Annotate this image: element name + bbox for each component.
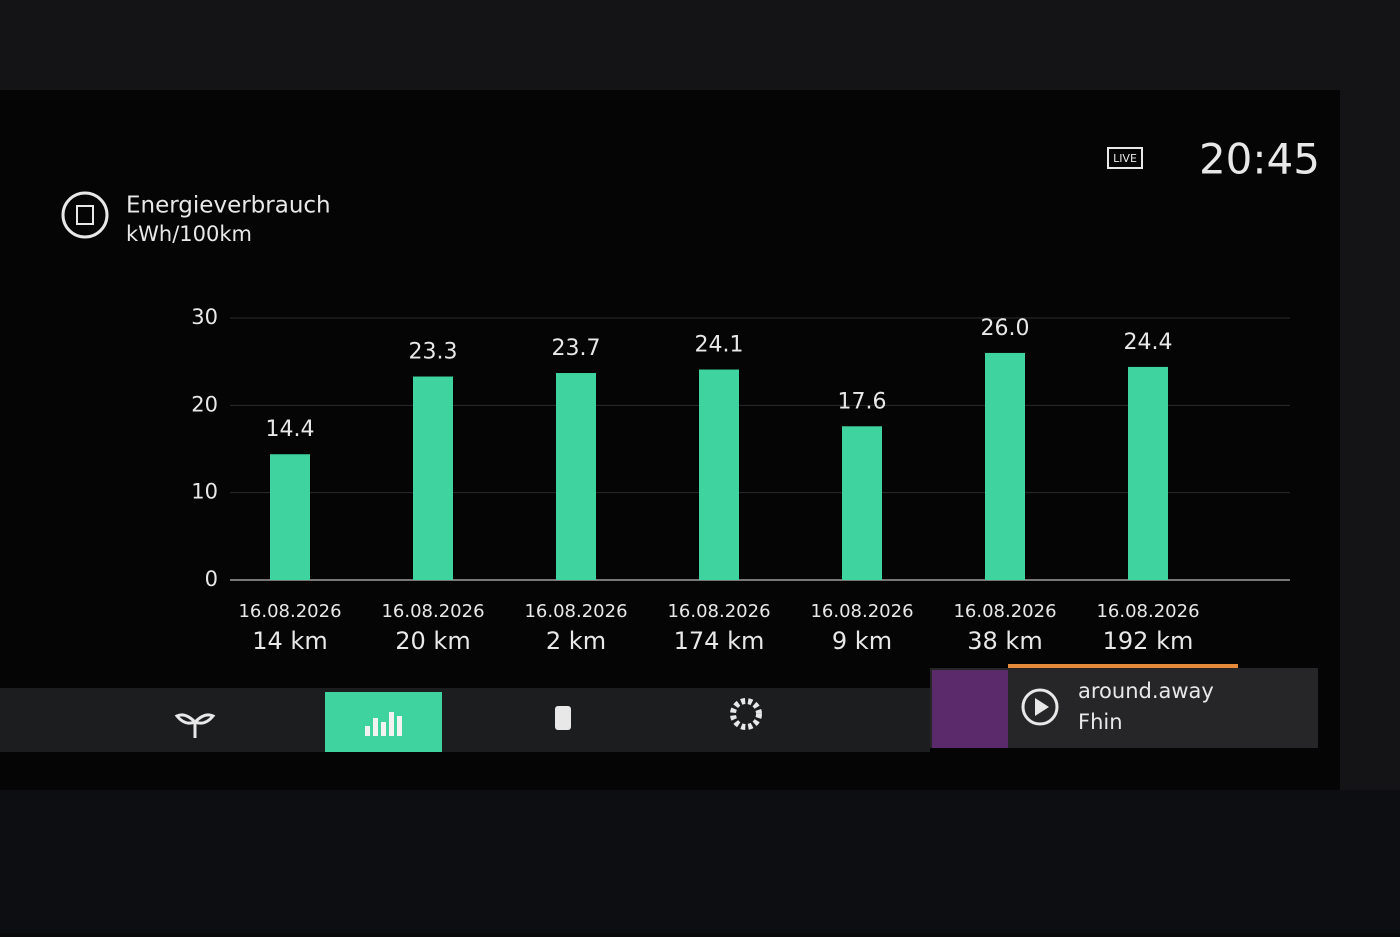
chart-title: Energieverbrauch [126,193,331,219]
value-label: 24.1 [695,333,744,358]
chart-tab-icon [365,712,402,736]
bar [699,369,739,580]
bar [985,352,1025,580]
energy-icon [61,191,109,239]
energy-icon-inner [76,205,94,225]
x-tick-label: 16.08.2026 [524,601,627,622]
distance-label: 14 km [252,627,327,655]
eco-tab[interactable] [174,713,216,738]
x-tick-label: 16.08.2026 [381,601,484,622]
value-label: 17.6 [838,389,887,414]
bar [1128,366,1168,580]
value-label: 23.7 [552,336,601,361]
distance-label: 2 km [546,627,606,655]
distance-label: 38 km [967,627,1042,655]
x-tick-label: 16.08.2026 [238,601,341,622]
bar [842,426,882,580]
x-tick-label: 16.08.2026 [810,601,913,622]
chart-subtitle: kWh/100km [126,222,252,246]
distance-label: 20 km [395,627,470,655]
value-label: 23.3 [409,340,458,365]
play-triangle [1035,698,1049,716]
x-tick-label: 16.08.2026 [1096,601,1199,622]
distance-label: 9 km [832,627,892,655]
y-tick-label: 30 [191,305,218,329]
y-tick-label: 0 [205,567,218,591]
dash [0,790,1400,933]
y-tick-label: 20 [191,392,218,416]
album-art [932,670,1008,748]
x-tick-label: 16.08.2026 [667,601,770,622]
track-artist: Fhin [1078,710,1123,734]
value-label: 14.4 [266,417,315,442]
track-title: around.away [1078,679,1214,703]
live-label: LIVE [1113,152,1137,165]
play-icon[interactable] [1021,688,1059,726]
live-badge [1107,147,1143,169]
media-progress [1008,664,1238,668]
nav-bar [0,688,930,752]
distance-label: 174 km [674,627,765,655]
bar [556,373,596,580]
x-tick-label: 16.08.2026 [953,601,1056,622]
distance-label: 192 km [1103,627,1194,655]
y-tick-label: 10 [191,480,218,504]
bar [270,454,310,580]
value-label: 26.0 [981,316,1030,341]
clock: 20:45 [1199,135,1320,184]
settings-tab[interactable] [730,698,762,730]
charge-tab[interactable] [555,706,571,730]
value-label: 24.4 [1124,330,1173,355]
bar [413,376,453,580]
